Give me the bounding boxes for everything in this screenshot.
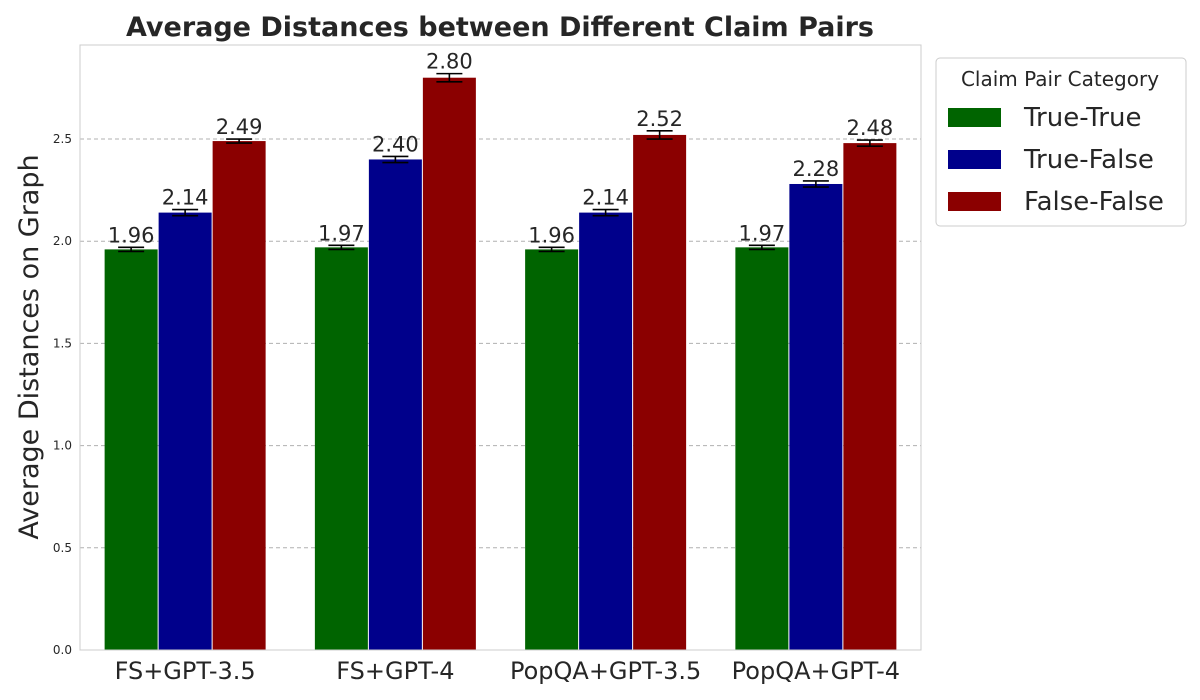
legend-swatch: [948, 150, 1001, 169]
bar: [789, 183, 843, 650]
value-labels: 1.96 2.14 2.49 1.97 2.40 2.80 1.96 2.14 2.52 1.97…: [108, 50, 894, 248]
bar: [158, 212, 212, 650]
y-tick-label: 2.5: [53, 132, 72, 146]
value-label: 1.97: [738, 221, 785, 245]
value-label: 2.14: [582, 186, 629, 210]
legend: Claim Pair Category True-True True-False F…: [935, 57, 1187, 227]
x-tick-label: PopQA+GPT-4: [732, 657, 900, 685]
legend-label: False-False: [1024, 187, 1164, 217]
bar: [843, 143, 897, 651]
value-label: 2.14: [162, 186, 209, 210]
value-label: 2.52: [636, 107, 683, 131]
x-tick-label: FS+GPT-4: [336, 657, 454, 685]
y-axis-ticks: 0.0 0.5 1.0 1.5 2.0 2.5: [53, 132, 72, 657]
value-label: 2.40: [372, 132, 419, 156]
y-tick-label: 2.0: [53, 234, 72, 248]
bar: [104, 249, 158, 650]
legend-swatch: [948, 192, 1001, 211]
value-label: 1.96: [108, 223, 155, 247]
bars: [104, 77, 897, 651]
x-tick-label: FS+GPT-3.5: [115, 657, 256, 685]
y-tick-label: 1.0: [53, 439, 72, 453]
y-tick-label: 0.5: [53, 541, 72, 555]
chart-title: Average Distances between Different Clai…: [126, 12, 874, 43]
legend-swatch: [948, 108, 1001, 127]
value-label: 2.28: [792, 157, 839, 181]
y-tick-label: 0.0: [53, 643, 72, 657]
value-label: 1.97: [318, 221, 365, 245]
bar: [735, 247, 789, 651]
bar: [422, 77, 476, 651]
legend-box: [935, 57, 1187, 227]
value-label: 2.48: [846, 116, 893, 140]
plot-frame: [79, 44, 922, 651]
bar: [633, 134, 687, 650]
legend-title: Claim Pair Category: [961, 67, 1159, 91]
y-tick-label: 1.5: [53, 336, 72, 350]
bar: [314, 247, 368, 651]
y-axis-label: Average Distances on Graph: [14, 154, 45, 539]
bar: [212, 141, 266, 650]
bar: [579, 212, 633, 650]
legend-label: True-True: [1023, 103, 1141, 133]
error-bars: [118, 72, 883, 253]
bar: [525, 249, 579, 650]
x-tick-label: PopQA+GPT-3.5: [510, 657, 701, 685]
legend-label: True-False: [1023, 145, 1154, 175]
value-label: 2.49: [216, 115, 263, 139]
value-label: 1.96: [528, 223, 575, 247]
value-label: 2.80: [426, 50, 473, 74]
bar: [368, 159, 422, 650]
x-axis-ticks: FS+GPT-3.5 FS+GPT-4 PopQA+GPT-3.5 PopQA+GPT…: [115, 657, 901, 685]
